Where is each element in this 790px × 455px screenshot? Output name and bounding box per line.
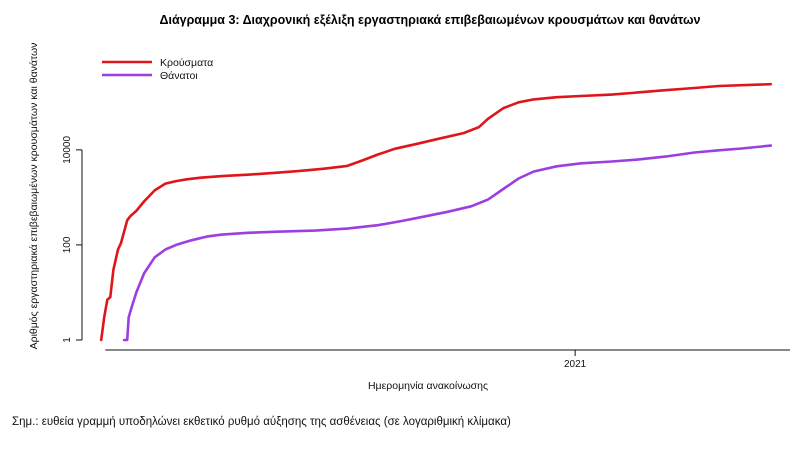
x-axis-title: Ημερομηνία ανακοίνωσης <box>368 380 488 392</box>
series-line-1 <box>122 144 773 342</box>
y-tick-label: 10000 <box>62 136 73 164</box>
x-tick-label: 2021 <box>564 359 587 370</box>
footnote: Σημ.: ευθεία γραμμή υποδηλώνει εκθετικό … <box>12 416 511 428</box>
legend-label-1: Θάνατοι <box>160 70 198 82</box>
y-tick-label: 1 <box>62 337 73 343</box>
series-line-0 <box>99 82 773 342</box>
x-ticks: 2021 <box>564 350 587 370</box>
y-tick-label: 100 <box>62 236 73 253</box>
y-ticks: 1 100 10000 <box>62 136 82 343</box>
chart-title: Διάγραμμα 3: Διαχρονική εξέλιξη εργαστηρ… <box>159 13 700 27</box>
y-axis-title: Αριθμός εργαστηριακά επιβεβαιωμένων κρου… <box>28 43 40 350</box>
legend-label-0: Κρούσματα <box>160 57 213 69</box>
series-group <box>99 82 773 342</box>
